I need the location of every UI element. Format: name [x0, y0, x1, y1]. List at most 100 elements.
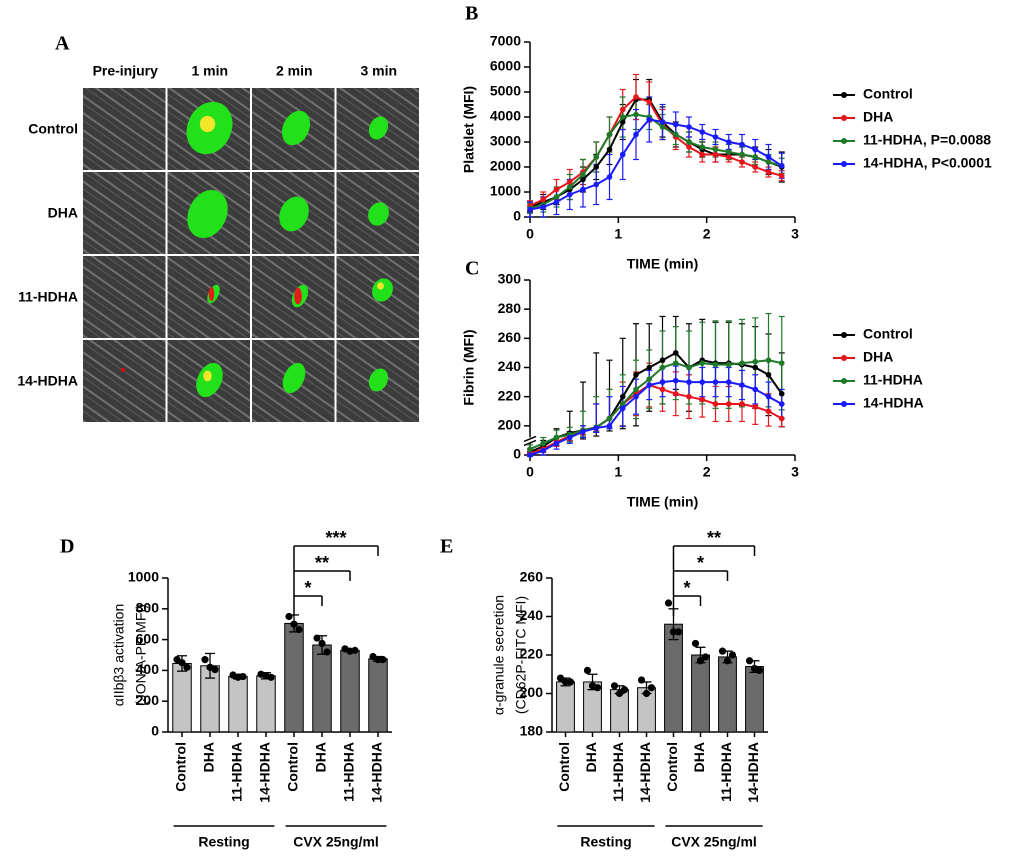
data-point: [699, 379, 706, 385]
data-point: [778, 401, 785, 407]
bar: [256, 675, 276, 733]
y-tick-label: 0: [513, 446, 521, 462]
y-tick-label: 2000: [490, 158, 521, 174]
data-point: [633, 393, 639, 400]
thrombus-core: [208, 287, 215, 301]
y-tick-label: 7000: [490, 33, 521, 49]
data-point: [765, 154, 772, 160]
y-tick-label: 220: [520, 646, 544, 662]
y-tick-label: 280: [498, 300, 522, 316]
data-point: [580, 171, 586, 178]
legend-marker: [841, 401, 847, 407]
data-point: [646, 382, 653, 388]
y-tick-label: 3000: [490, 133, 521, 149]
significance-label: *: [304, 578, 311, 598]
x-tick-label: 3: [791, 226, 799, 242]
y-tick-label: 400: [136, 661, 160, 677]
data-point: [606, 423, 613, 429]
data-point: [619, 393, 626, 400]
replicate-point: [351, 646, 359, 654]
legend-label: Control: [863, 86, 913, 102]
x-axis-title: TIME (min): [627, 256, 699, 272]
bar: [284, 622, 304, 733]
data-point: [606, 174, 613, 180]
x-tick-label: 14-HDHA: [257, 742, 273, 803]
y-tick-label: 240: [520, 607, 544, 623]
y-tick-label: 200: [136, 692, 160, 708]
replicate-point: [201, 656, 209, 664]
data-point: [672, 121, 679, 128]
data-point: [646, 376, 653, 382]
replicate-point: [620, 686, 629, 694]
legend-label: 14-HDHA, P<0.0001: [863, 155, 992, 171]
thrombus: [187, 189, 228, 239]
data-point: [699, 144, 706, 150]
thrombus: [281, 110, 311, 146]
data-point: [606, 415, 613, 422]
data-point: [739, 382, 745, 388]
data-point: [752, 404, 759, 410]
data-point: [672, 390, 679, 397]
replicate-point: [379, 656, 387, 664]
replicate-point: [728, 651, 737, 659]
replicate-point: [290, 620, 298, 628]
column-header: Pre-injury: [93, 63, 159, 79]
legend-marker: [841, 92, 847, 98]
data-point: [633, 371, 639, 378]
replicate-point: [701, 653, 710, 661]
legend-marker: [841, 161, 847, 167]
data-point: [752, 154, 759, 160]
data-point: [686, 379, 692, 385]
data-point: [633, 131, 639, 138]
data-point: [712, 134, 719, 140]
data-point: [778, 172, 785, 179]
panel-letter: A: [55, 33, 70, 55]
micrograph: [83, 172, 166, 254]
data-point: [712, 379, 719, 385]
group-label: CVX 25ng/ml: [671, 834, 757, 850]
x-tick-label: DHA: [691, 742, 707, 772]
data-point: [752, 364, 759, 371]
legend-marker: [841, 115, 847, 121]
micrograph: [83, 88, 166, 170]
legend-label: DHA: [863, 349, 893, 365]
group-label: Resting: [198, 834, 249, 850]
column-header: 3 min: [360, 63, 397, 79]
data-point: [699, 129, 706, 135]
data-point: [633, 386, 639, 393]
data-point: [580, 186, 586, 193]
panel-letter: D: [60, 536, 74, 558]
x-tick-label: DHA: [313, 742, 329, 772]
data-point: [593, 164, 600, 170]
y-axis-title: Fibrin (MFI): [461, 329, 477, 405]
y-tick-label: 6000: [490, 58, 521, 74]
data-point: [686, 139, 692, 145]
data-point: [672, 377, 679, 384]
data-point: [699, 360, 706, 366]
replicate-point: [642, 689, 651, 698]
data-point: [566, 179, 573, 185]
thrombus: [121, 368, 125, 372]
data-point: [619, 401, 626, 407]
x-tick-label: 11-HDHA: [341, 742, 357, 802]
y-tick-label: 1000: [128, 569, 159, 585]
replicate-point: [211, 666, 219, 674]
y-tick-label: 600: [136, 630, 160, 646]
data-point: [659, 364, 666, 371]
bar: [228, 676, 248, 733]
row-label: Control: [28, 121, 78, 137]
legend-marker: [841, 138, 847, 144]
y-tick-label: 220: [498, 387, 522, 403]
replicate-point: [374, 656, 382, 664]
replicate-point: [561, 678, 570, 686]
data-point: [659, 386, 666, 393]
x-tick-label: Control: [556, 742, 572, 792]
significance-label: *: [697, 553, 704, 573]
micrograph: [83, 256, 166, 338]
data-point: [765, 393, 772, 400]
x-tick-label: Control: [173, 742, 189, 792]
data-point: [725, 401, 732, 407]
data-point: [739, 360, 745, 366]
significance-label: ***: [325, 528, 346, 548]
